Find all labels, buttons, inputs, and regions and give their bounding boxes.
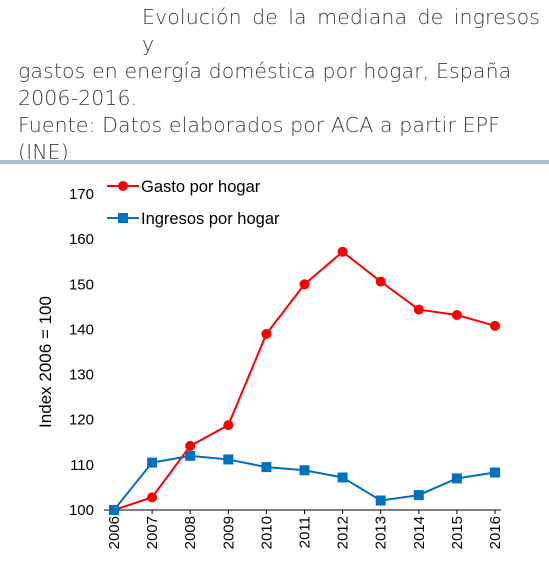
caption-title-line-1: Evolución de la mediana de ingresos y <box>142 5 540 56</box>
y-tick-label: 100 <box>69 502 94 519</box>
legend-marker <box>118 213 128 223</box>
x-tick-label: 2013 <box>373 516 390 549</box>
data-point <box>413 304 424 315</box>
data-point <box>490 467 500 478</box>
y-tick-label: 140 <box>69 321 94 338</box>
x-tick-label: 2012 <box>335 516 352 549</box>
data-point <box>223 420 234 431</box>
x-tick-label: 2011 <box>297 516 314 548</box>
data-point <box>337 472 348 483</box>
series-2 <box>109 450 500 515</box>
x-tick-label: 2006 <box>106 516 123 549</box>
y-tick-label: 160 <box>69 231 94 248</box>
y-axis-ticks: 100 110 120 130 140 150 160 170 <box>69 186 94 519</box>
data-point <box>261 462 272 473</box>
data-point <box>261 328 272 339</box>
legend-item: Ingresos por hogar <box>107 210 280 228</box>
data-point <box>109 505 119 515</box>
series-line <box>113 454 496 511</box>
data-point <box>147 492 158 503</box>
data-point <box>413 490 424 501</box>
data-point <box>490 320 500 331</box>
y-tick-label: 120 <box>69 412 94 429</box>
y-tick-label: 170 <box>69 186 94 203</box>
legend-marker <box>118 181 128 191</box>
chart-series <box>109 246 500 515</box>
y-tick-label: 150 <box>69 276 94 293</box>
caption-divider <box>0 160 549 164</box>
caption-title-line-3: 2006-2016. <box>18 86 138 110</box>
data-point <box>185 450 196 461</box>
x-tick-label: 2014 <box>411 516 428 549</box>
x-tick-label: 2015 <box>449 516 466 549</box>
x-tick-label: 2016 <box>487 516 504 549</box>
data-point <box>451 473 462 484</box>
legend-item: Gasto por hogar <box>107 178 261 196</box>
legend-label: Ingresos por hogar <box>141 210 280 228</box>
data-point <box>337 246 348 257</box>
caption-title-line-2: gastos en energía doméstica por hogar, E… <box>18 59 512 83</box>
chart-caption: Evolución de la mediana de ingresos y ga… <box>18 4 540 166</box>
y-tick-label: 110 <box>70 457 94 474</box>
x-tick-label: 2010 <box>258 516 275 549</box>
data-point <box>375 495 386 506</box>
data-point <box>451 309 462 320</box>
y-tick-label: 130 <box>69 367 94 384</box>
caption-source-line-1: Fuente: Datos elaborados por ACA a parti… <box>18 113 501 137</box>
data-point <box>299 465 310 476</box>
legend-label: Gasto por hogar <box>141 178 261 196</box>
x-axis-ticks: 2006 2007 2008 2009 2010 2011 2012 2013 2014 2015… <box>106 510 504 549</box>
data-point <box>299 279 310 290</box>
y-axis-label: Index 2006 = 100 <box>36 296 55 428</box>
x-tick-label: 2008 <box>182 516 199 549</box>
x-tick-label: 2009 <box>220 516 237 549</box>
data-point <box>185 440 196 451</box>
chart-legend: Gasto por hogar Ingresos por hogar <box>107 178 280 228</box>
data-point <box>223 454 234 465</box>
x-tick-label: 2007 <box>144 516 161 549</box>
data-point <box>375 276 386 287</box>
data-point <box>147 457 158 468</box>
